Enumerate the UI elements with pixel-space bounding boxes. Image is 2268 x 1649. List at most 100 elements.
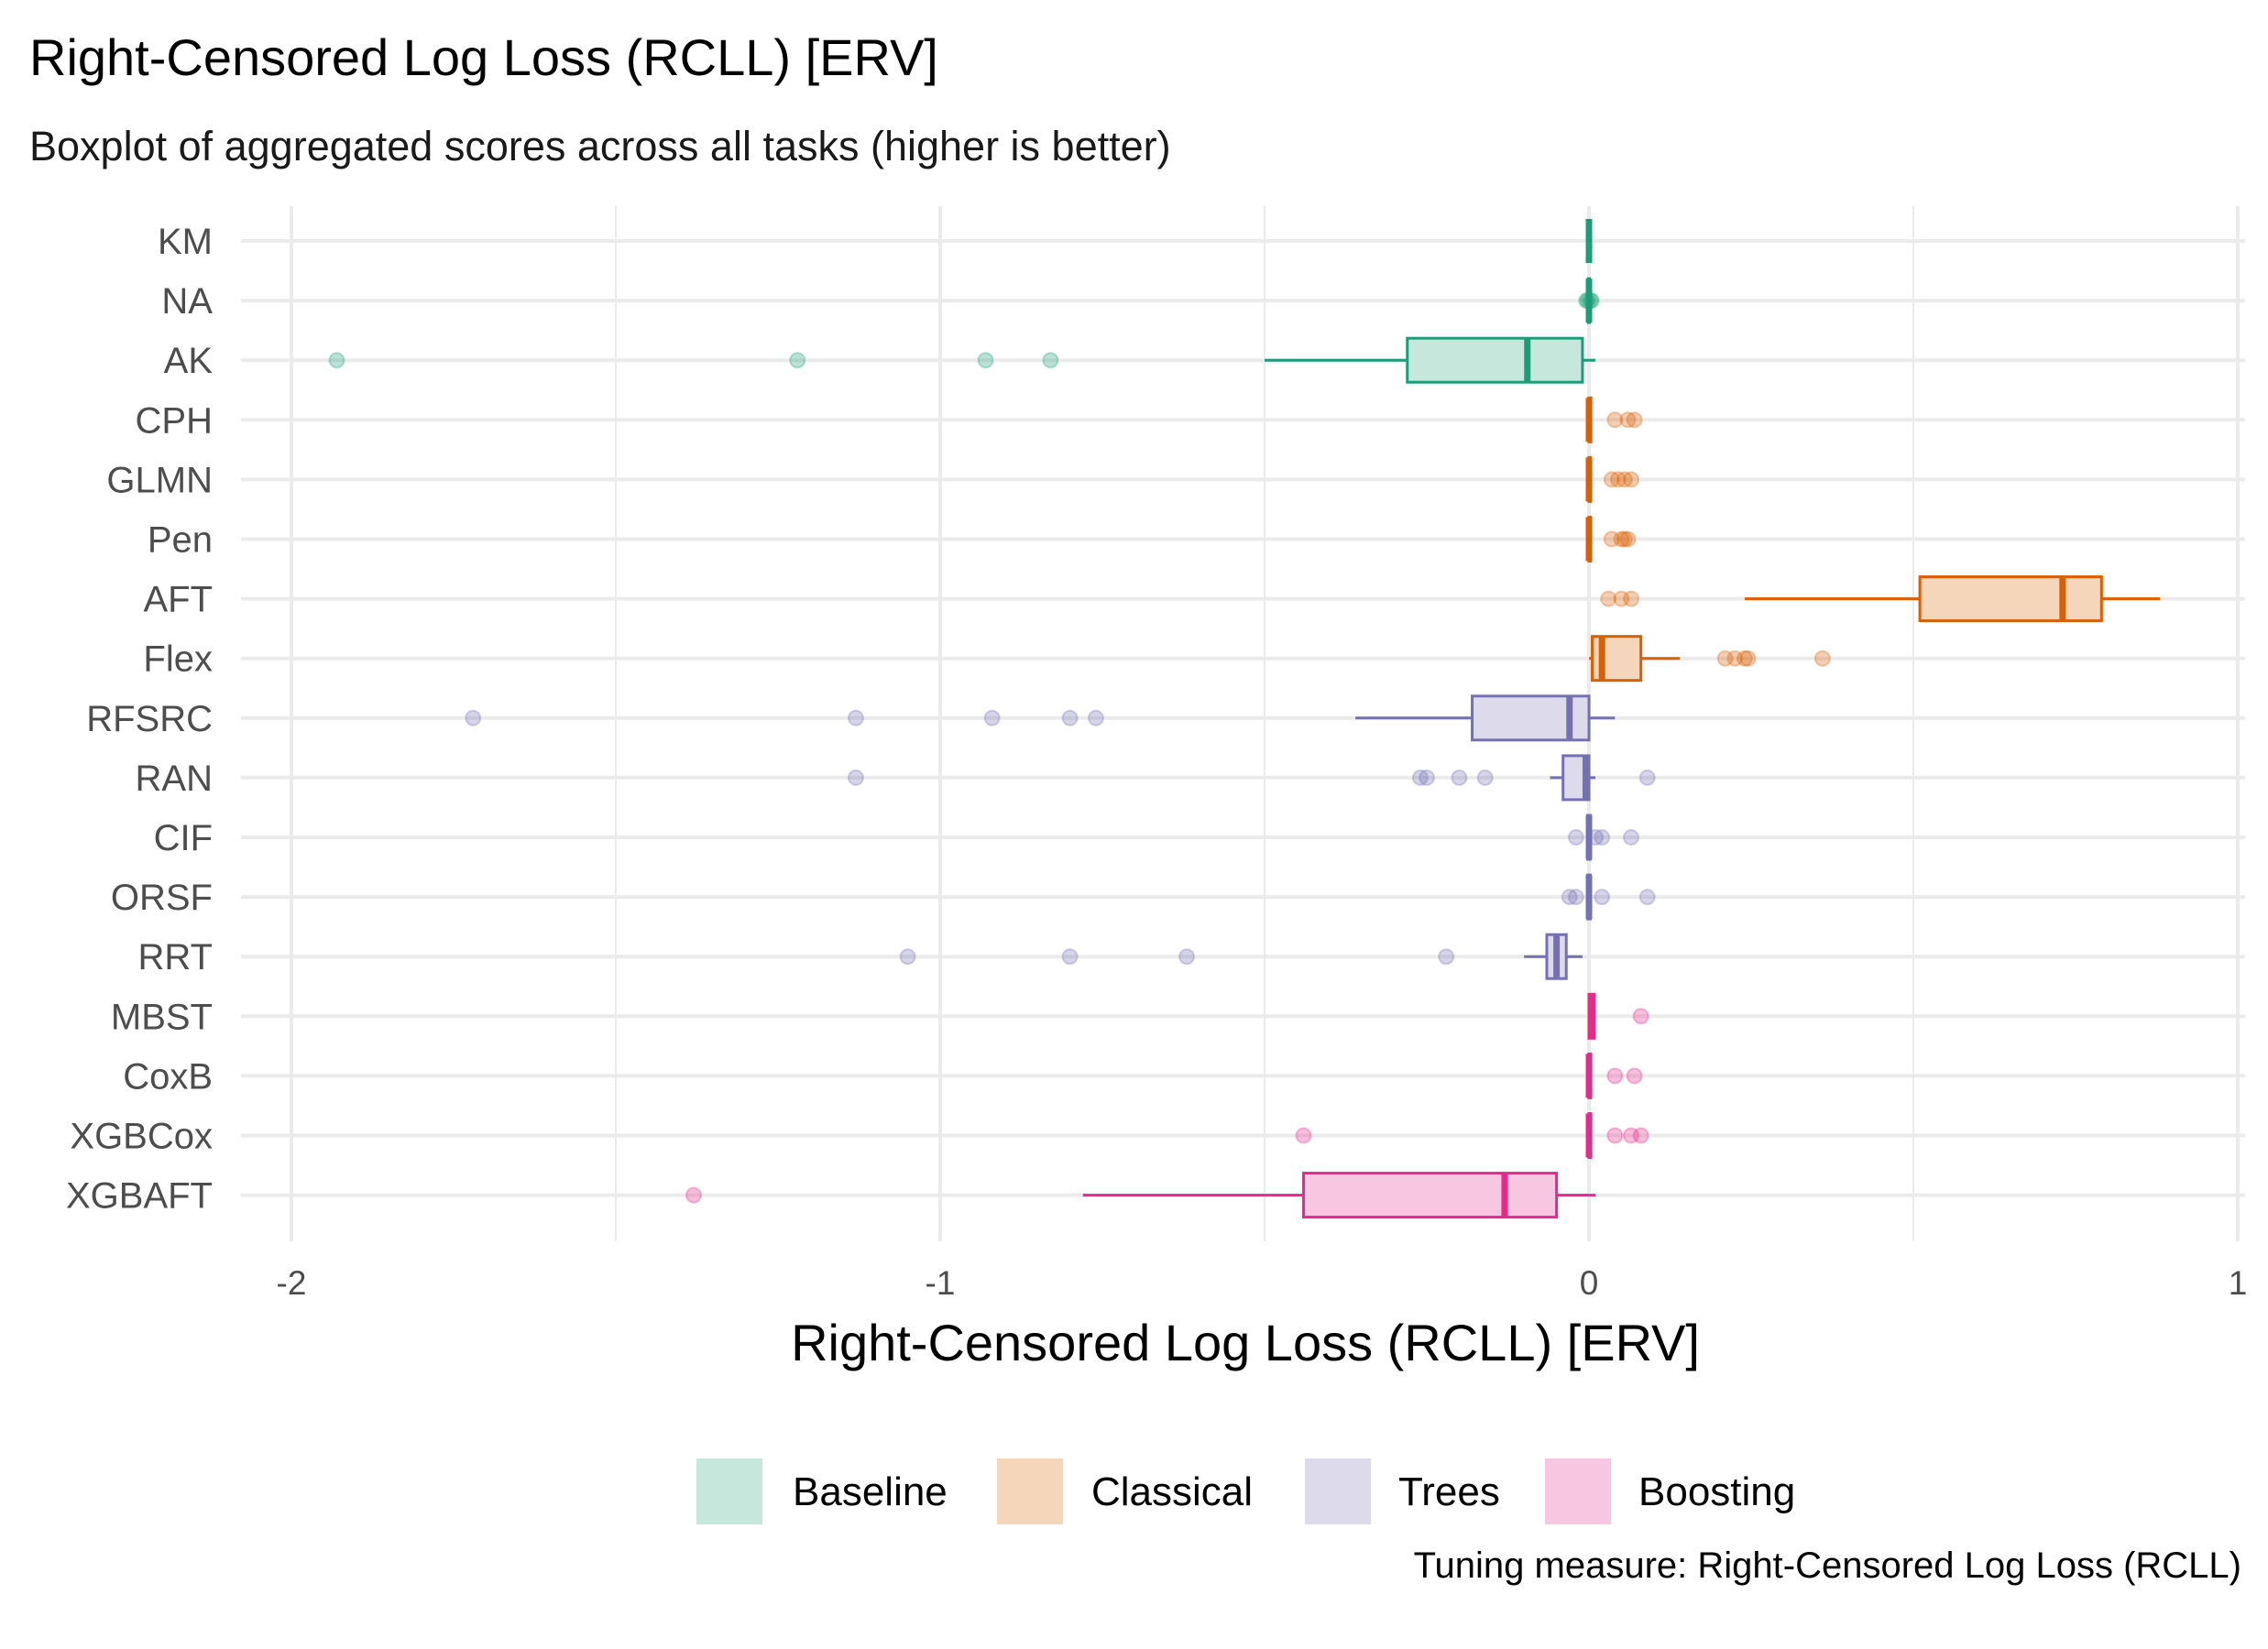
- boxplot-ak: [328, 336, 1596, 384]
- outlier-point: [1623, 1127, 1640, 1144]
- outlier-point: [1606, 1067, 1624, 1085]
- outlier-point: [1594, 889, 1611, 906]
- outlier-point: [1632, 1127, 1649, 1144]
- y-tick-label-xgbaft: XGBAFT: [66, 1176, 213, 1217]
- box-iqr: [1918, 575, 2103, 623]
- y-tick-label-mbst: MBST: [111, 997, 213, 1037]
- outlier-point: [977, 352, 994, 369]
- legend-label: Trees: [1398, 1469, 1500, 1514]
- boxplot-cph: [1585, 396, 1643, 443]
- legend-label: Boosting: [1638, 1469, 1795, 1514]
- boxplot-coxb: [1585, 1052, 1643, 1099]
- outlier-point: [685, 1186, 702, 1204]
- outlier-point: [1638, 769, 1656, 786]
- outlier-point: [1178, 948, 1196, 966]
- outlier-point: [1451, 769, 1468, 786]
- y-tick-label-ran: RAN: [136, 759, 213, 799]
- legend-label: Baseline: [793, 1469, 948, 1514]
- y-tick-label-flex: Flex: [143, 639, 213, 680]
- outlier-point: [1619, 530, 1637, 548]
- outlier-point: [1813, 650, 1831, 667]
- y-tick-label-cph: CPH: [136, 400, 213, 441]
- outlier-point: [1438, 948, 1455, 966]
- y-tick-label-glmn: GLMN: [106, 460, 213, 500]
- outlier-point: [1632, 1008, 1649, 1025]
- legend-swatch: [1305, 1458, 1371, 1524]
- outlier-point: [1619, 411, 1637, 429]
- legend-label: Classical: [1091, 1469, 1253, 1514]
- outlier-point: [1736, 650, 1753, 667]
- x-tick-label: 0: [1580, 1264, 1599, 1302]
- x-axis-title: Right-Censored Log Loss (RCLL) [ERV]: [791, 1314, 1700, 1371]
- y-tick-label-km: KM: [158, 222, 213, 262]
- outlier-point: [1609, 471, 1627, 488]
- outlier-point: [1626, 1067, 1643, 1085]
- y-tick-label-orsf: ORSF: [111, 878, 213, 918]
- boxplot-marks: [328, 219, 2161, 1219]
- x-tick-label: -2: [277, 1264, 307, 1302]
- outlier-point: [1061, 948, 1079, 966]
- boxplot-glmn: [1585, 455, 1640, 503]
- outlier-point: [1567, 889, 1584, 906]
- outlier-point: [1623, 471, 1640, 488]
- legend-swatch: [997, 1458, 1063, 1524]
- outlier-point: [1616, 471, 1633, 488]
- x-tick-label: -1: [926, 1264, 956, 1302]
- outlier-point: [1623, 590, 1640, 607]
- boxplot-rfsrc: [465, 694, 1616, 742]
- outlier-point: [1600, 590, 1617, 607]
- outlier-point: [1606, 411, 1624, 429]
- outlier-point: [1616, 530, 1633, 548]
- outlier-point: [1606, 1127, 1624, 1144]
- legend: Baseline Classical Trees Boosting: [696, 1458, 1795, 1524]
- legend-swatch: [1545, 1458, 1611, 1524]
- outlier-point: [1087, 709, 1104, 726]
- outlier-point: [1716, 650, 1734, 667]
- outlier-point: [1061, 709, 1079, 726]
- outlier-point: [847, 769, 864, 786]
- y-tick-label-ak: AK: [164, 341, 214, 381]
- boxplot-na: [1578, 277, 1600, 324]
- boxplot-mbst: [1587, 992, 1649, 1040]
- y-tick-label-cif: CIF: [154, 818, 213, 858]
- legend-item-boosting: Boosting: [1545, 1458, 1795, 1524]
- outlier-point: [789, 352, 806, 369]
- outlier-point: [1626, 411, 1643, 429]
- outlier-point: [1042, 352, 1059, 369]
- boxplot-xgbcox: [1295, 1112, 1649, 1159]
- outlier-point: [465, 709, 482, 726]
- outlier-point: [1411, 769, 1429, 786]
- outlier-point: [1594, 829, 1611, 846]
- outlier-point: [1638, 889, 1656, 906]
- y-tick-label-aft: AFT: [143, 580, 213, 620]
- y-tick-label-coxb: CoxB: [123, 1056, 213, 1097]
- boxplot-rrt: [899, 933, 1583, 980]
- legend-swatch: [696, 1458, 762, 1524]
- chart-subtitle: Boxplot of aggregated scores across all …: [29, 123, 1171, 169]
- chart-caption: Tuning measure: Right-Censored Log Loss …: [1414, 1545, 2241, 1586]
- outlier-point: [1561, 889, 1578, 906]
- boxplot-aft: [1600, 575, 2161, 623]
- outlier-point: [1623, 829, 1640, 846]
- outlier-point: [1476, 769, 1494, 786]
- outlier-point: [899, 948, 916, 966]
- outlier-point: [1603, 471, 1620, 488]
- x-axis-labels: -2 -1 0 1: [277, 1264, 2248, 1302]
- outlier-point: [1419, 769, 1435, 786]
- boxplot-cif: [1567, 814, 1640, 861]
- boxplot-xgbaft: [685, 1172, 1596, 1219]
- outlier-point: [1739, 650, 1757, 667]
- y-tick-label-xgbcox: XGBCox: [70, 1117, 213, 1157]
- x-tick-label: 1: [2229, 1264, 2248, 1302]
- y-tick-label-na: NA: [161, 281, 213, 322]
- boxplot-ran: [847, 754, 1656, 802]
- outlier-point: [983, 709, 1001, 726]
- outlier-point: [1726, 650, 1744, 667]
- outlier-point: [847, 709, 864, 726]
- outlier-point: [1603, 530, 1620, 548]
- outlier-point: [1567, 829, 1584, 846]
- y-tick-label-pen: Pen: [148, 520, 213, 561]
- box-iqr: [1406, 336, 1584, 384]
- outlier-point: [1613, 530, 1630, 548]
- legend-item-trees: Trees: [1305, 1458, 1500, 1524]
